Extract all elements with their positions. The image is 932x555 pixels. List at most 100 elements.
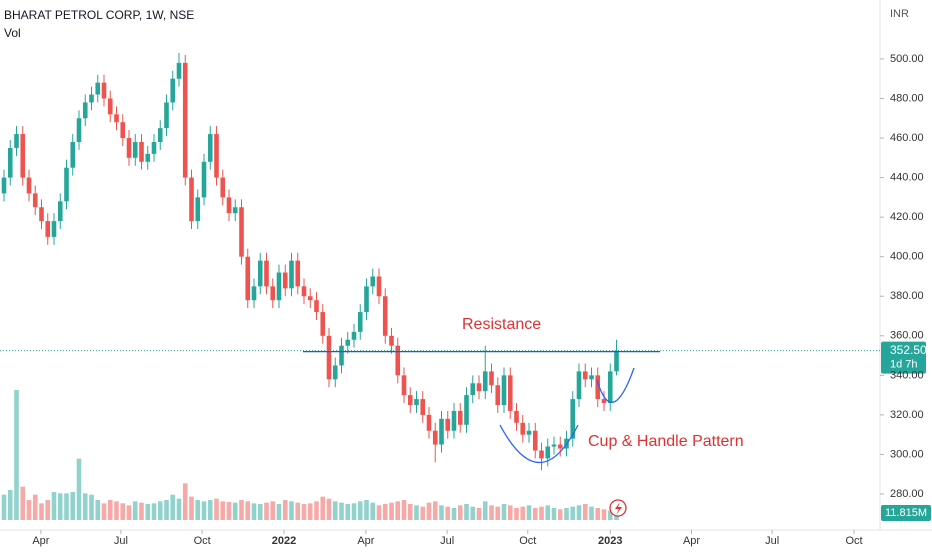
candle-body [64,167,69,202]
volume-bar [420,506,426,520]
candle-body [45,221,51,237]
candle-body [376,276,382,297]
candle-body [157,128,163,142]
volume-bar [64,493,69,520]
candle-body [182,62,188,178]
volume-bar [226,502,232,520]
volume-bar [201,501,207,520]
candle-body [332,365,338,380]
candle-body [220,177,226,198]
last-volume-tag [881,505,931,521]
candle-body [414,399,419,406]
volume-bar [95,500,101,520]
volume-bar [57,493,63,520]
volume-bar [514,508,519,520]
candle-body [532,430,538,451]
annotation: Resistance [462,316,541,333]
volume-bar [7,490,13,520]
volume-bar [407,504,413,520]
candle-body [82,102,88,119]
candle-body [132,141,138,158]
event-icon-bolt [615,502,622,515]
candle-body [345,339,351,346]
candle-body [1,177,7,194]
volume-bar [576,505,582,520]
candle-body [257,260,263,287]
candle-body [226,197,232,214]
candle-body [89,94,94,103]
candle-body [495,385,501,406]
candle-body [451,410,457,431]
candle-body [439,418,444,445]
candle-body [482,371,488,392]
candle-body [126,138,132,158]
annotation: Cup & Handle Pattern [588,433,744,450]
volume-bar [351,503,357,520]
countdown: 1d 7h [890,359,918,371]
y-tick-label: 420.00 [890,211,924,223]
candle-body [295,260,301,287]
volume-bar [526,505,532,520]
volume-bar [251,503,257,520]
volume-bar [214,498,219,520]
volume-bar [539,506,544,520]
volume-bar [120,503,126,520]
candle-body [239,207,244,257]
candle-body [357,312,363,332]
y-tick-label: 480.00 [890,92,924,104]
volume-bar [45,500,51,520]
currency: INR [890,8,909,20]
candle-body [339,345,344,366]
candle-body [32,193,38,208]
candle-body [470,383,476,396]
candle-body [489,371,494,386]
candle-body [582,371,588,380]
volume-bar [376,505,382,520]
volume-bar [26,500,32,520]
y-tick-label: 280.00 [890,488,924,500]
candle-body [101,82,107,99]
volume-bar [470,506,476,520]
volume-bar [195,500,201,520]
candle-body [351,331,357,340]
candle-body [364,286,369,313]
x-tick-label: Jul [765,535,779,547]
volume-bar [145,504,151,520]
y-tick-label: 380.00 [890,290,924,302]
volume-bar [164,500,169,520]
candle-body [476,383,482,392]
volume-bar [20,486,26,520]
handle-curve [596,367,635,403]
volume-bar [551,508,557,520]
volume-bar [307,503,313,520]
candle-body [270,286,276,301]
candle-body [314,300,319,313]
volume-bar [295,502,301,520]
volume-bar [432,501,438,520]
candle-body [426,414,432,431]
volume-bar [382,504,388,520]
candle-body [20,134,26,178]
candle-body [320,312,326,336]
candle-body [26,177,32,194]
last-volume-label: 11.815M [885,507,927,519]
volume-bar [476,508,482,520]
candle-body [139,141,144,162]
volume-bar [239,500,244,520]
candle-body [545,446,551,459]
x-tick-label: 2022 [272,535,296,547]
volume-bar [326,498,332,520]
volume-title: Vol [4,26,21,40]
candle-body [370,276,376,287]
candle-body [607,371,613,404]
candle-body [445,418,451,431]
candle-body [7,147,13,178]
candle-body [420,399,426,415]
volume-bar [14,390,19,520]
candle-body [507,375,513,411]
volume-bar [501,504,507,520]
x-tick-label: Oct [519,535,536,547]
x-tick-label: Jul [440,535,454,547]
y-tick-label: 400.00 [890,251,924,263]
volume-bar [132,501,138,520]
